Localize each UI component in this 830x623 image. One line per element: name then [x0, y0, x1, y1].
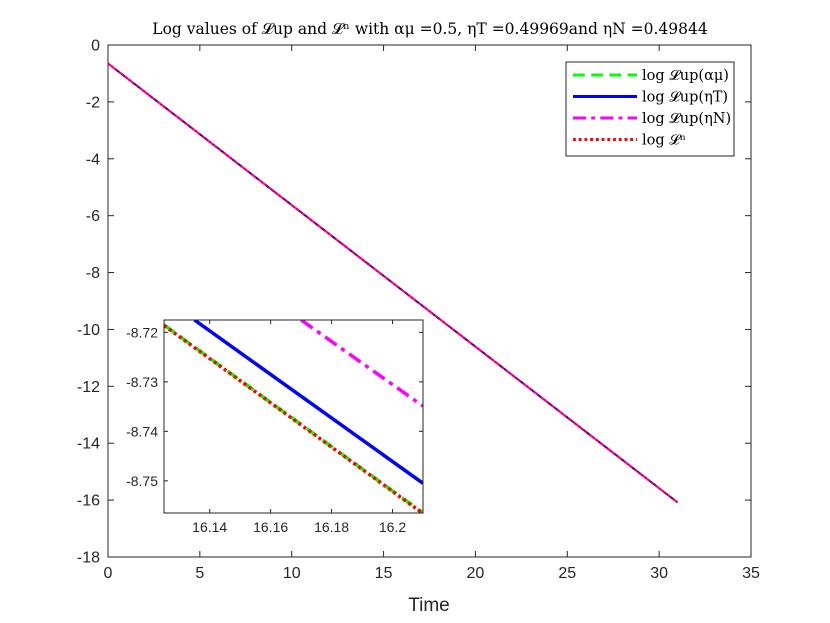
main-y-ticks: 0 -2 -4 -6 -8 -10 -12 -14 -16 -18 — [77, 38, 751, 567]
x-tick-label: 10 — [283, 565, 301, 582]
legend-label-4: log 𝓛ⁿ — [642, 133, 686, 149]
inset-series-line-3 — [300, 320, 423, 408]
inset-x-tick-label: 16.16 — [253, 519, 288, 535]
x-tick-label: 35 — [742, 565, 760, 582]
inset-y-ticks: -8.72 -8.73 -8.74 -8.75 — [126, 324, 423, 489]
y-tick-label: -16 — [77, 493, 100, 510]
x-tick-label: 20 — [467, 565, 485, 582]
y-tick-label: -10 — [77, 322, 100, 339]
inset-series-lines — [164, 320, 423, 513]
inset-plot-frame — [163, 319, 424, 514]
x-axis-label: Time — [408, 595, 450, 616]
x-tick-label: 15 — [375, 565, 393, 582]
inset-x-tick-label: 16.2 — [379, 519, 406, 535]
y-tick-label: -6 — [86, 208, 100, 225]
legend-label-1: log 𝓛up(αμ) — [642, 68, 729, 84]
inset-x-ticks: 16.14 16.16 16.18 16.2 — [192, 320, 406, 535]
inset-y-tick-label: -8.72 — [126, 324, 158, 340]
inset-y-tick-label: -8.74 — [126, 423, 158, 439]
inset-x-tick-label: 16.14 — [192, 519, 227, 535]
main-plot-frame — [107, 44, 752, 558]
x-tick-label: 30 — [650, 565, 668, 582]
main-x-ticks: 0 5 10 15 20 25 30 35 — [104, 45, 760, 582]
y-tick-label: -8 — [86, 265, 100, 282]
inset-y-tick-label: -8.75 — [126, 473, 158, 489]
inset-y-tick-label: -8.73 — [126, 374, 158, 390]
chart-title: Log values of 𝓛up and 𝓛ⁿ with αμ =0.5, η… — [152, 20, 708, 38]
y-tick-label: -18 — [77, 550, 100, 567]
inset-axes: 16.14 16.16 16.18 16.2 -8.72 -8.73 -8.74 -8.75 — [126, 319, 424, 535]
legend: log 𝓛up(αμ) log 𝓛up(ηT) log 𝓛up(ηN) log 𝓛ⁿ — [565, 61, 735, 157]
legend-label-3: log 𝓛up(ηN) — [642, 111, 731, 127]
inset-series-line-4 — [164, 324, 423, 513]
main-series-lines — [107, 62, 679, 504]
y-tick-label: 0 — [91, 38, 100, 55]
x-tick-label: 0 — [104, 565, 113, 582]
legend-label-2: log 𝓛up(ηT) — [642, 90, 728, 106]
y-tick-label: -14 — [77, 436, 100, 453]
inset-x-tick-label: 16.18 — [314, 519, 349, 535]
y-tick-label: -12 — [77, 379, 100, 396]
legend-box — [565, 61, 735, 157]
x-tick-label: 5 — [195, 565, 204, 582]
main-axes: 0 5 10 15 20 25 30 35 0-2-4-6-8-10-12-14-16-18 … — [77, 38, 760, 617]
y-tick-label: -4 — [86, 151, 100, 168]
series-line-4 — [107, 62, 679, 504]
y-tick-label: -2 — [86, 94, 100, 111]
inset-series-line-2 — [193, 320, 423, 485]
x-tick-label: 25 — [558, 565, 576, 582]
